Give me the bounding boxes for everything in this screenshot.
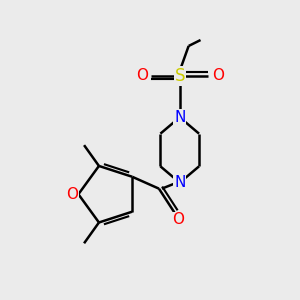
Text: O: O <box>66 187 78 202</box>
Text: N: N <box>174 175 185 190</box>
Text: O: O <box>136 68 148 83</box>
Text: O: O <box>212 68 224 83</box>
Text: N: N <box>174 110 185 125</box>
Text: S: S <box>175 67 185 85</box>
Text: O: O <box>172 212 184 227</box>
